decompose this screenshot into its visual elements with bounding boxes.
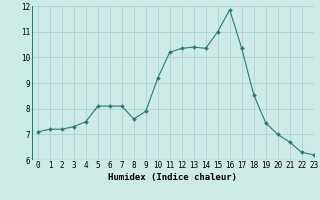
X-axis label: Humidex (Indice chaleur): Humidex (Indice chaleur) xyxy=(108,173,237,182)
